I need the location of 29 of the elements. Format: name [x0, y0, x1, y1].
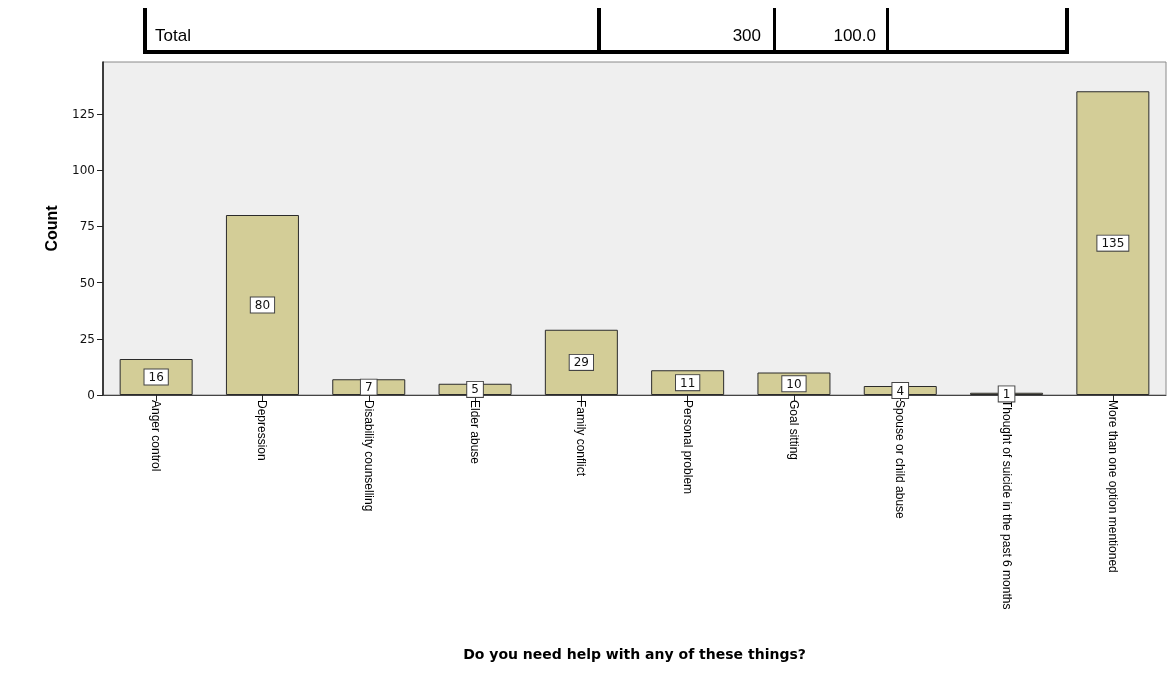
x-tick-label: Anger control [149, 400, 164, 472]
x-tick-label: More than one option mentioned [1105, 400, 1120, 573]
data-label: 1 [1002, 386, 1011, 401]
data-label: 10 [786, 376, 802, 391]
x-tick-label: Family conflict [574, 400, 589, 477]
y-tick-label: 50 [79, 275, 95, 290]
y-tick-label: 75 [79, 219, 95, 234]
y-tick-label: 25 [79, 331, 95, 346]
x-tick-label: Goal sitting [786, 400, 801, 461]
data-label: 16 [148, 370, 164, 384]
y-tick-label: 100 [72, 163, 95, 177]
x-tick-label: Elder abuse [468, 400, 483, 465]
x-tick-label: Depression [255, 400, 270, 461]
x-tick-label: Disability counselling [361, 400, 376, 512]
data-label: 7 [364, 380, 373, 395]
x-axis-title: Do you need help with any of these things? [463, 646, 806, 662]
y-tick-label: 125 [72, 106, 95, 121]
y-tick-label: 0 [87, 388, 95, 402]
data-label: 29 [573, 355, 589, 370]
data-label: 4 [896, 383, 905, 398]
x-tick-label: Personal problem [680, 400, 695, 495]
data-label: 135 [1101, 236, 1125, 251]
data-label: 11 [680, 375, 696, 390]
x-tick-label: Thought of suicide in the past 6 months [999, 400, 1014, 610]
data-label: 80 [254, 298, 271, 312]
y-axis-title: Count [42, 204, 60, 252]
table-row: Total 300 100.0 [143, 8, 1069, 54]
data-label: 5 [471, 382, 479, 397]
x-tick-label: Spouse or child abuse [893, 400, 908, 520]
